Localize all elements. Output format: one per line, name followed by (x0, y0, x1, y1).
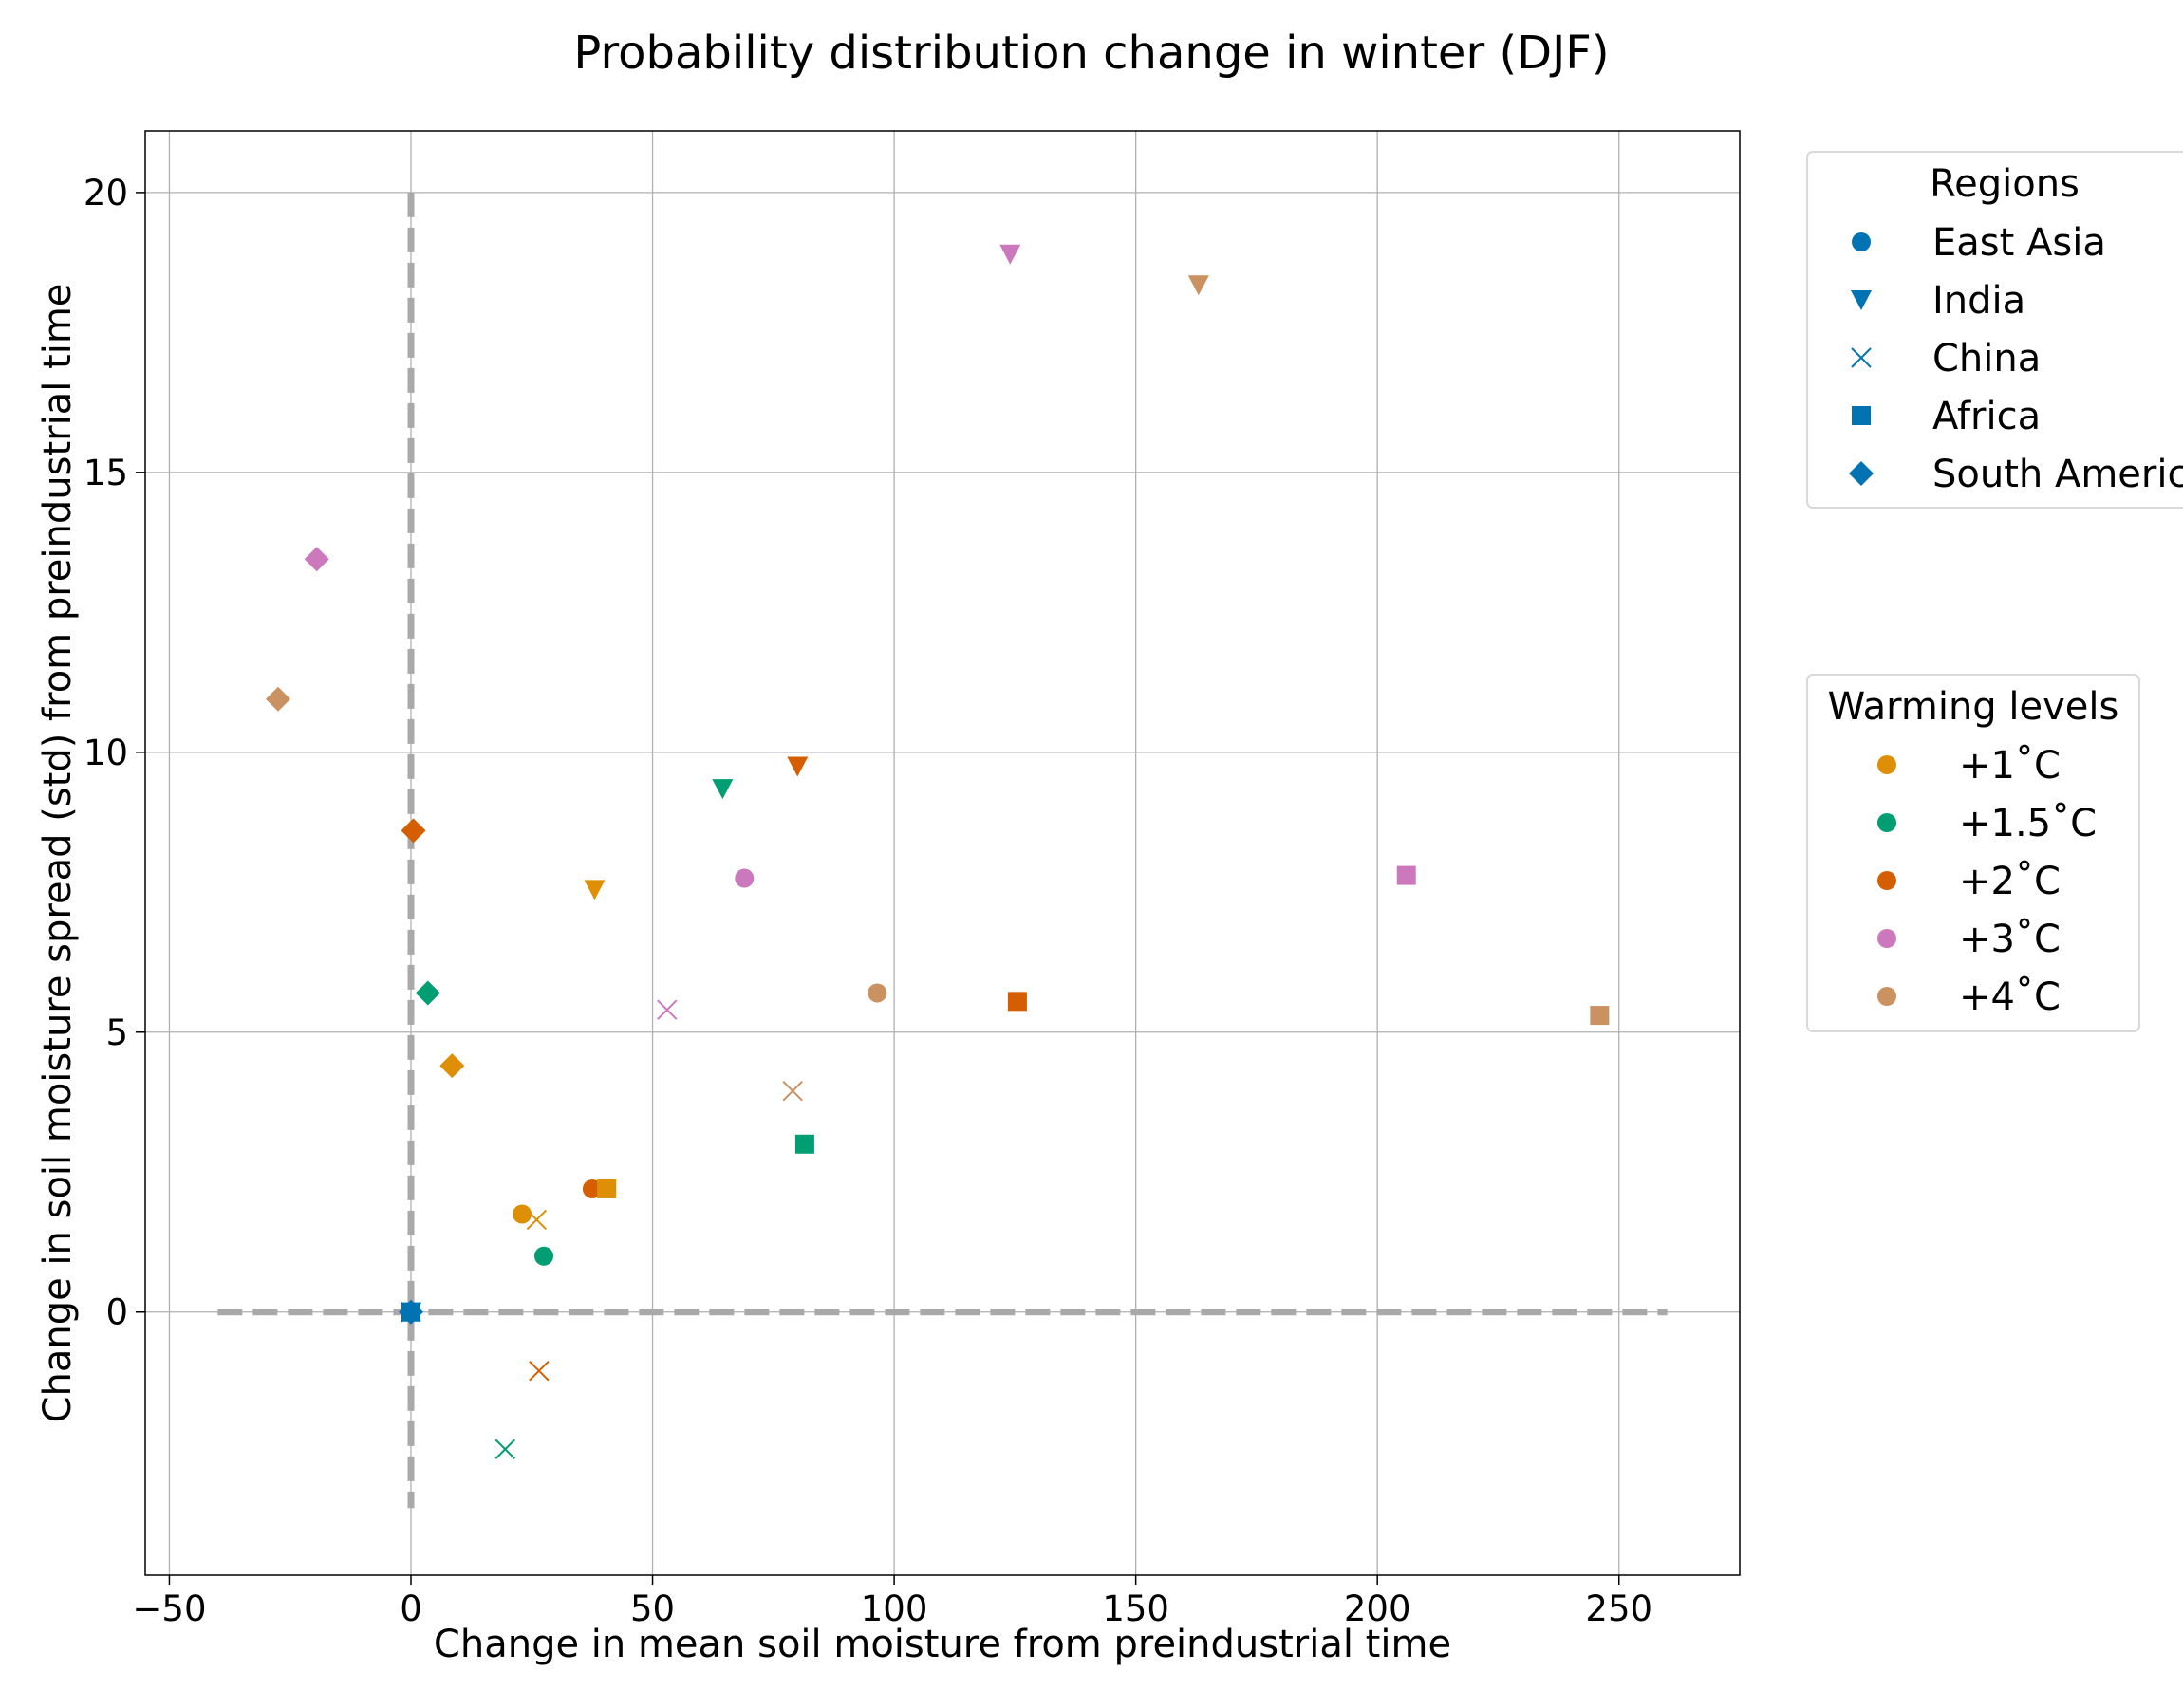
legend-region-label-0: East Asia (1932, 221, 2106, 265)
point-east-asia-7 (582, 1179, 602, 1198)
x-tick-label-2: 50 (630, 1588, 675, 1629)
grid-lines (145, 131, 1740, 1575)
x-tick-label-4: 150 (1102, 1588, 1169, 1629)
point-south-america-4 (399, 1299, 423, 1325)
legend-warming-label-4: +4˚C (1959, 975, 2061, 1019)
reference-lines (217, 192, 1668, 1509)
x-tick-label-1: 0 (400, 1588, 422, 1629)
point-india-13 (999, 244, 1021, 265)
legend-region-label-2: China (1932, 337, 2041, 381)
point-east-asia-6 (534, 1246, 553, 1266)
legend-regions: Regions East Asia India China Africa South Am… (1806, 151, 2183, 509)
legend-warming-marker-4 (1877, 987, 1896, 1006)
legend-warming-label-0: +1˚C (1959, 744, 2061, 788)
legend-region-label-1: India (1932, 279, 2025, 323)
point-east-asia-9 (868, 983, 887, 1003)
point-china-15 (526, 1209, 548, 1231)
plot-frame (144, 130, 1741, 1576)
y-axis-label: Change in soil moisture spread (std) fro… (36, 284, 80, 1423)
y-tick-label-0: 0 (105, 1292, 128, 1333)
legend-regions-title: Regions (1930, 162, 2080, 206)
point-china-18 (657, 999, 678, 1020)
legend-warming-marker-3 (1877, 929, 1896, 948)
legend-warming-marker-0 (1877, 755, 1896, 774)
legend-warming-marker-1 (1877, 813, 1896, 832)
point-india-14 (1187, 275, 1209, 296)
point-east-asia-8 (735, 868, 755, 888)
point-india-10 (584, 880, 606, 900)
legend-regions-box (1806, 151, 2183, 509)
y-tick-label-4: 20 (84, 173, 128, 214)
point-south-america-25 (439, 1053, 465, 1079)
legend-warming-label-3: +3˚C (1959, 918, 2061, 961)
x-axis-label: Change in mean soil moisture from preind… (434, 1623, 1451, 1666)
legend-warming-label-2: +2˚C (1959, 860, 2061, 903)
point-south-america-29 (266, 686, 290, 712)
x-tick-label-6: 250 (1585, 1588, 1652, 1629)
point-africa-20 (597, 1179, 617, 1198)
legend-region-marker-4 (1849, 461, 1874, 486)
x-tick-label-0: −50 (132, 1588, 206, 1629)
legend-region-marker-0 (1852, 232, 1871, 251)
point-africa-22 (1007, 992, 1027, 1012)
y-tick-label-2: 10 (84, 733, 128, 773)
y-tick-label-1: 5 (105, 1012, 128, 1053)
point-south-america-28 (304, 547, 329, 572)
chart-title: Probability distribution change in winte… (573, 27, 1609, 80)
data-points (266, 244, 1610, 1459)
legend-region-marker-2 (1851, 347, 1872, 368)
point-south-america-27 (401, 818, 426, 844)
point-china-16 (494, 1439, 515, 1459)
y-axis-ticks: 0 5 10 15 20 (84, 173, 145, 1333)
point-africa-23 (1396, 865, 1416, 885)
legend-warming-label-1: +1.5˚C (1959, 802, 2097, 845)
legend-warming-title: Warming levels (1828, 685, 2119, 729)
point-east-asia-5 (513, 1204, 532, 1224)
x-tick-label-5: 200 (1344, 1588, 1411, 1629)
x-axis-ticks: −50 0 50 100 150 200 250 (132, 1575, 1652, 1629)
point-china-19 (782, 1081, 803, 1102)
legend-region-marker-3 (1852, 406, 1871, 425)
legend-region-marker-1 (1851, 290, 1872, 310)
point-africa-21 (794, 1134, 814, 1154)
y-tick-label-3: 15 (84, 453, 128, 493)
legend-warming-levels: Warming levels +1˚C +1.5˚C +2˚C +3˚C +4˚C (1806, 674, 2140, 1032)
point-south-america-26 (415, 980, 440, 1006)
point-china-17 (529, 1360, 550, 1382)
point-africa-24 (1590, 1006, 1610, 1026)
point-india-12 (787, 756, 809, 777)
legend-region-label-4: South America (1932, 453, 2183, 496)
x-tick-label-3: 100 (861, 1588, 928, 1629)
legend-warming-marker-2 (1877, 871, 1896, 890)
legend-region-label-3: Africa (1932, 395, 2041, 438)
point-india-11 (712, 779, 734, 800)
